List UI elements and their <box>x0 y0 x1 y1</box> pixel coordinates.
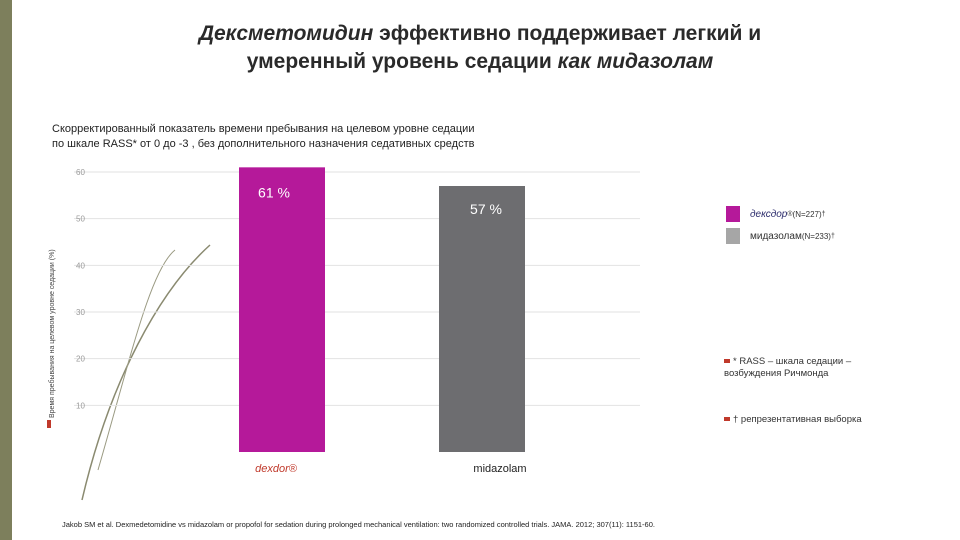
decorative-curve-2 <box>97 249 176 471</box>
y-tick-label: 40 <box>76 261 85 270</box>
legend-swatch-dexdor <box>726 206 740 222</box>
bar-value-label: 57 % <box>470 201 502 217</box>
category-label: midazolam <box>473 463 526 475</box>
y-tick-label: 30 <box>76 308 85 317</box>
decorative-curve <box>81 244 211 501</box>
legend-n-dexdor: (N=227) <box>792 209 822 219</box>
note-bullet-icon <box>724 417 730 422</box>
title-comparison: как мидазолам <box>557 50 714 73</box>
y-tick-label: 50 <box>76 215 85 224</box>
title-line2: умеренный уровень седации <box>246 50 558 73</box>
legend-item-dexdor: дексдор ® (N=227) † <box>726 206 835 222</box>
chart-legend: дексдор ® (N=227) † мидазолам (N=233) † <box>726 206 835 250</box>
subtitle-line-1: Скорректированный показатель времени пре… <box>52 123 475 135</box>
y-tick-label: 10 <box>76 401 85 410</box>
y-axis-bullet-icon <box>47 420 51 428</box>
legend-swatch-midazolam <box>726 228 740 244</box>
legend-label-dexdor: дексдор <box>750 208 788 220</box>
note-rass-text: * RASS – шкала седации – возбуждения Рич… <box>724 356 852 379</box>
chart-subtitle: Скорректированный показатель времени пре… <box>52 122 672 152</box>
legend-sup-dexdor: ® <box>787 210 793 218</box>
bar-value-label: 61 % <box>258 184 290 200</box>
legend-dagger-dexdor: † <box>821 210 826 218</box>
legend-n-midazolam: (N=233) <box>801 231 831 241</box>
subtitle-line-2: по шкале RASS* от 0 до -3 , без дополнит… <box>52 138 475 150</box>
note-rass: * RASS – шкала седации – возбуждения Рич… <box>724 356 874 380</box>
left-accent-bar <box>0 0 12 540</box>
note-representative: † репрезентативная выборка <box>724 414 864 426</box>
note-bullet-icon <box>724 359 730 364</box>
title-drug-name: Дексметомидин <box>198 22 374 45</box>
bar-midazolam <box>439 186 525 452</box>
category-label: dexdor® <box>255 463 298 475</box>
bar-dexdor <box>239 167 325 453</box>
y-tick-label: 60 <box>76 168 85 177</box>
slide-title: Дексметомидин эффективно поддерживает ле… <box>60 20 900 76</box>
note-representative-text: † репрезентативная выборка <box>733 414 862 425</box>
title-line1: эффективно поддерживает легкий и <box>373 22 762 45</box>
legend-item-midazolam: мидазолам (N=233) † <box>726 228 835 244</box>
legend-label-midazolam: мидазолам <box>750 230 802 242</box>
y-tick-label: 20 <box>76 355 85 364</box>
legend-dagger-midazolam: † <box>830 232 835 240</box>
citation: Jakob SM et al. Dexmedetomidine vs midaz… <box>62 520 655 529</box>
